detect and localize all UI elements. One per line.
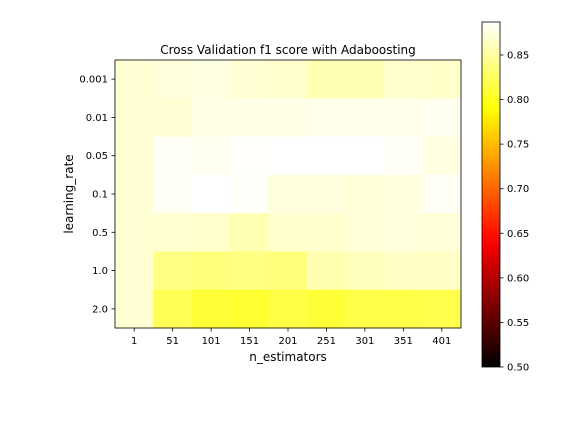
heatmap-cell [115, 136, 154, 176]
heatmap-cell [230, 136, 270, 176]
colorbar-tick-label: 0.60 [507, 273, 529, 284]
colorbar-tick-label: 0.85 [507, 50, 529, 61]
x-tick-label: 101 [202, 336, 221, 347]
heatmap-cell [115, 213, 154, 252]
heatmap-cell [384, 174, 424, 214]
heatmap-cell [422, 213, 462, 252]
colorbar-tick-label: 0.70 [507, 184, 529, 195]
x-tick-label: 151 [240, 336, 259, 347]
x-tick-label: 401 [432, 336, 451, 347]
heatmap-cell [307, 174, 347, 214]
heatmap-cell [268, 213, 308, 252]
heatmap-cell [153, 251, 193, 291]
x-axis-ticks: 1 51 101 151 201 251 301 351 401 [131, 328, 451, 347]
heatmap-cell [115, 98, 154, 138]
y-tick-label: 2.0 [92, 304, 108, 315]
heatmap-cell [384, 251, 424, 291]
heatmap-cell [191, 136, 231, 176]
heatmap-cell [384, 213, 424, 252]
heatmap-cell [345, 60, 385, 99]
heatmap-cells [115, 60, 462, 329]
heatmap-cell [422, 60, 462, 99]
heatmap-cell [268, 98, 308, 138]
colorbar-ticks: 0.50 0.55 0.60 0.65 0.70 0.75 0.80 0.85 [500, 50, 529, 374]
heatmap-cell [153, 98, 193, 138]
heatmap-cell [307, 60, 347, 99]
heatmap-cell [384, 136, 424, 176]
heatmap-cell [115, 174, 154, 214]
heatmap-cell [191, 60, 231, 99]
y-tick-label: 0.1 [92, 190, 108, 201]
colorbar-tick-label: 0.55 [507, 318, 529, 329]
heatmap-cell [230, 98, 270, 138]
heatmap-cell [307, 136, 347, 176]
heatmap-cell [307, 98, 347, 138]
heatmap-cell [268, 289, 308, 329]
heatmap-cell [268, 251, 308, 291]
heatmap-cell [230, 60, 270, 99]
heatmap-cell [115, 60, 154, 99]
heatmap-cell [384, 289, 424, 329]
heatmap-cell [422, 174, 462, 214]
heatmap-cell [307, 289, 347, 329]
heatmap-cell [345, 98, 385, 138]
colorbar-tick-label: 0.50 [507, 363, 529, 374]
colorbar-tick-label: 0.65 [507, 229, 529, 240]
heatmap-cell [191, 174, 231, 214]
heatmap-cell [422, 136, 462, 176]
heatmap-cell [153, 174, 193, 214]
heatmap-cell [268, 174, 308, 214]
heatmap-cell [307, 251, 347, 291]
y-tick-label: 0.01 [86, 113, 108, 124]
heatmap-cell [345, 289, 385, 329]
x-tick-label: 51 [166, 336, 179, 347]
heatmap-cell [115, 251, 154, 291]
colorbar-tick-label: 0.75 [507, 140, 529, 151]
x-tick-label: 351 [394, 336, 413, 347]
y-axis-ticks: 0.001 0.01 0.05 0.1 0.5 1.0 2.0 [79, 75, 115, 315]
heatmap-cell [153, 213, 193, 252]
heatmap-cell [422, 289, 462, 329]
x-tick-label: 201 [278, 336, 297, 347]
heatmap-cell [230, 251, 270, 291]
heatmap-cell [191, 251, 231, 291]
y-tick-label: 0.5 [92, 228, 108, 239]
heatmap-cell [345, 174, 385, 214]
heatmap-cell [230, 213, 270, 252]
heatmap-cell [345, 136, 385, 176]
heatmap-cell [230, 289, 270, 329]
heatmap-cell [422, 251, 462, 291]
heatmap-cell [345, 251, 385, 291]
heatmap-cell [268, 60, 308, 99]
heatmap-cell [191, 213, 231, 252]
heatmap-cell [384, 60, 424, 99]
x-tick-label: 251 [317, 336, 336, 347]
heatmap-cell [345, 213, 385, 252]
heatmap-cell [307, 213, 347, 252]
x-tick-label: 301 [355, 336, 374, 347]
heatmap-cell [384, 98, 424, 138]
y-tick-label: 0.05 [86, 151, 108, 162]
colorbar [481, 21, 501, 368]
colorbar-tick-label: 0.80 [507, 95, 529, 106]
heatmap-cell [191, 98, 231, 138]
heatmap-cell [268, 136, 308, 176]
heatmap-cell [230, 174, 270, 214]
y-tick-label: 1.0 [92, 266, 108, 277]
heatmap-cell [115, 289, 154, 329]
chart-title: Cross Validation f1 score with Adaboosti… [160, 43, 416, 57]
x-tick-label: 1 [131, 336, 137, 347]
heatmap-cell [422, 98, 462, 138]
heatmap-cell [153, 60, 193, 99]
y-axis-label: learning_rate [62, 154, 76, 233]
heatmap-cell [191, 289, 231, 329]
heatmap-cell [153, 136, 193, 176]
heatmap-cell [153, 289, 193, 329]
y-tick-label: 0.001 [79, 75, 108, 86]
x-axis-label: n_estimators [249, 350, 327, 364]
